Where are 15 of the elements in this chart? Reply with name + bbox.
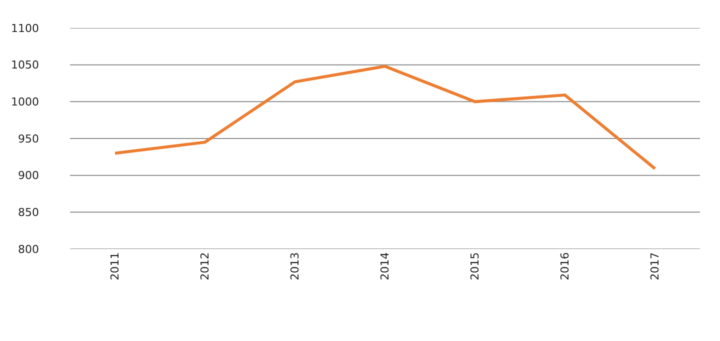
x-tick-label: 2012 [198,252,212,280]
x-tick-label: 2011 [108,252,122,280]
x-tick-label: 2016 [558,252,572,280]
y-tick-label: 1100 [11,22,39,35]
y-tick-label: 1050 [11,58,39,72]
x-tick-label: 2015 [468,252,482,280]
y-tick-label: 850 [18,206,39,220]
x-tick-label: 2017 [648,252,662,280]
line-series [114,64,656,170]
y-tick-label: 1000 [11,96,39,109]
x-tick-label: 2013 [288,252,302,280]
y-tick-label: 800 [18,242,39,256]
y-tick-label: 950 [18,132,39,146]
y-tick-label: 900 [18,169,39,182]
x-tick-label: 2014 [378,252,392,280]
